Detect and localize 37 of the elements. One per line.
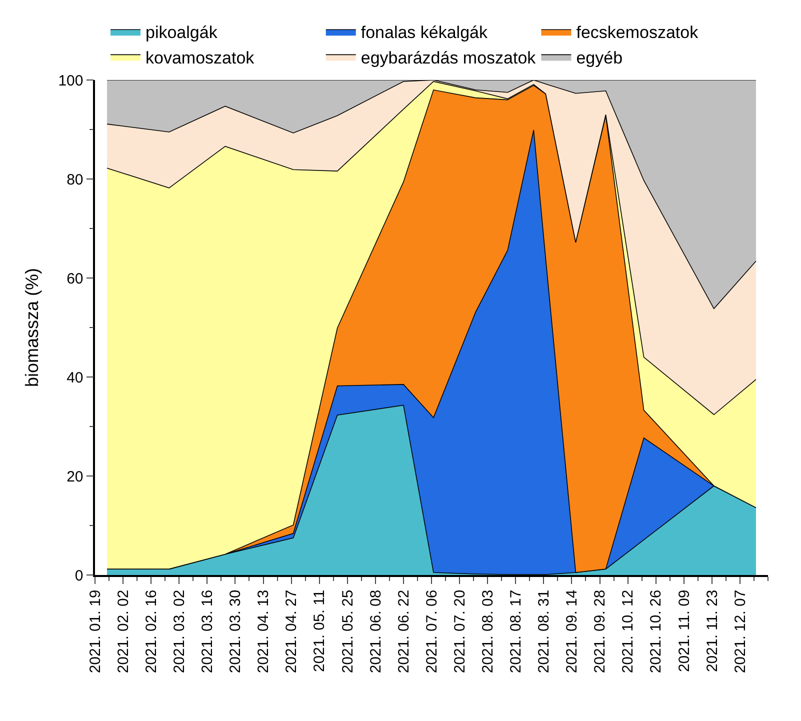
x-tick-label: 2021. 10. 26 — [648, 590, 665, 674]
y-tick-label: 100 — [58, 72, 84, 90]
y-tick-label: 20 — [66, 468, 84, 486]
x-tick-label: 2021. 01. 19 — [86, 590, 104, 674]
x-tick-label: 2021. 07. 20 — [451, 590, 468, 674]
legend-label: egyéb — [576, 48, 623, 68]
x-tick-label: 2021. 05. 25 — [339, 590, 356, 674]
x-tick-label: 2021. 10. 12 — [620, 590, 637, 674]
y-axis-title: biomassza (%) — [22, 268, 42, 388]
legend-label: fonalas kékalgák — [360, 23, 488, 42]
x-tick-label: 2021. 09. 28 — [592, 590, 609, 674]
y-tick-label: 0 — [74, 567, 84, 584]
x-tick-label: 2021. 02. 02 — [114, 590, 132, 674]
legend-label: egybarázdás moszatok — [360, 48, 536, 68]
x-tick-label: 2021. 05. 11 — [311, 590, 328, 672]
x-tick-label: 2021. 03. 02 — [171, 590, 188, 674]
legend-label: fecskemoszatok — [576, 23, 699, 42]
x-tick-label: 2021. 11. 23 — [704, 590, 721, 672]
x-tick-label: 2021. 12. 07 — [732, 590, 749, 674]
x-tick-label: 2021. 09. 14 — [564, 590, 581, 674]
x-tick-label: 2021. 08. 17 — [508, 590, 525, 674]
x-tick-label: 2021. 06. 08 — [367, 590, 384, 674]
x-tick-label: 2021. 06. 22 — [395, 590, 412, 674]
x-tick-label: 2021. 08. 03 — [479, 590, 496, 674]
y-tick-label: 80 — [66, 171, 84, 188]
x-tick-label: 2021. 11. 09 — [676, 590, 693, 672]
y-tick-label: 60 — [66, 270, 84, 288]
x-tick-label: 2021. 04. 27 — [283, 590, 300, 674]
x-tick-label: 2021. 03. 30 — [227, 590, 244, 674]
y-tick-label: 40 — [66, 369, 84, 386]
x-tick-label: 2021. 07. 06 — [423, 590, 440, 674]
x-tick-label: 2021. 04. 13 — [255, 590, 272, 674]
x-tick-label: 2021. 08. 31 — [536, 590, 553, 674]
legend-label: pikoalgák — [146, 23, 218, 42]
x-tick-label: 2021. 02. 16 — [142, 590, 160, 674]
legend-label: kovamoszatok — [146, 48, 255, 68]
x-tick-label: 2021. 03. 16 — [199, 590, 216, 674]
